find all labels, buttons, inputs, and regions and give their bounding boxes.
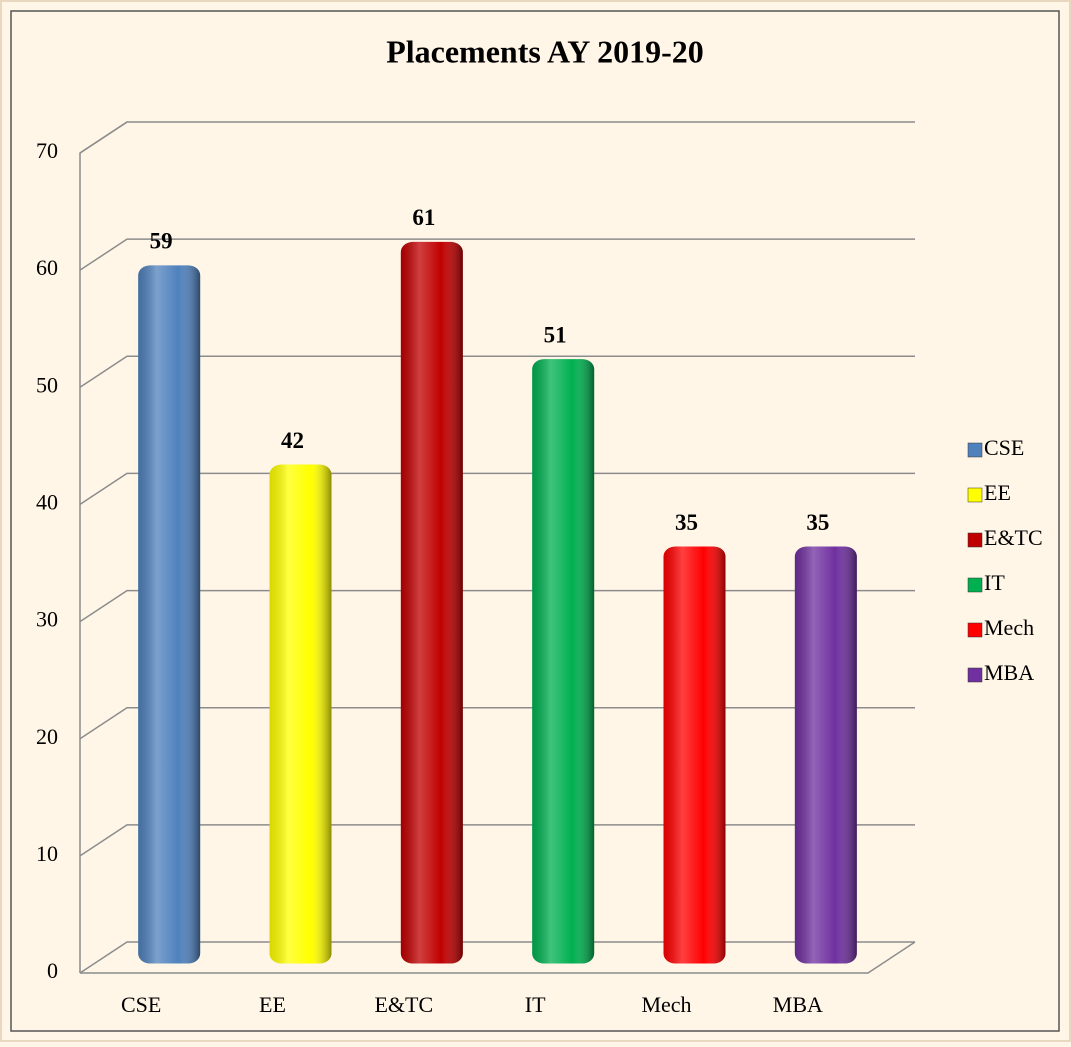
legend-swatch	[967, 442, 983, 458]
floor	[80, 941, 916, 974]
legend-swatch	[967, 622, 983, 638]
bar-shade	[269, 464, 332, 964]
y-tick-label: 50	[36, 372, 58, 397]
data-label: 35	[806, 510, 829, 535]
bar-shade	[663, 546, 726, 964]
x-tick-label: EE	[259, 992, 286, 1017]
data-label: 35	[675, 510, 698, 535]
data-label: 42	[281, 428, 304, 453]
grid-line	[79, 472, 915, 506]
data-label: 59	[150, 229, 173, 254]
y-tick-label: 60	[36, 255, 58, 280]
y-tick-label: 10	[36, 841, 58, 866]
grid-line	[79, 824, 915, 857]
data-label: 51	[544, 322, 567, 347]
legend-swatch	[967, 577, 983, 593]
x-tick-label: IT	[525, 992, 546, 1017]
grid-line	[79, 706, 915, 740]
chart-title: Placements AY 2019-20	[386, 33, 704, 69]
grid-line	[79, 355, 915, 388]
grid-line	[79, 941, 915, 974]
bar-shade	[138, 265, 201, 964]
legend-label: Mech	[984, 615, 1034, 640]
grid-line	[79, 121, 915, 154]
plot-border	[10, 10, 1060, 1032]
legend-label: EE	[984, 480, 1011, 505]
legend-label: IT	[984, 570, 1005, 595]
bar-shade	[400, 241, 463, 964]
x-tick-label: E&TC	[374, 992, 433, 1017]
y-tick-label: 20	[36, 724, 58, 749]
x-tick-label: MBA	[773, 992, 823, 1017]
x-tick-label: Mech	[641, 992, 691, 1017]
y-tick-label: 70	[36, 138, 58, 163]
bar-shade	[532, 359, 595, 964]
legend-label: E&TC	[984, 525, 1043, 550]
grid-line	[79, 238, 915, 271]
legend-swatch	[967, 487, 983, 503]
y-tick-label: 0	[47, 958, 58, 983]
data-label: 61	[412, 205, 435, 230]
y-tick-label: 40	[36, 489, 58, 514]
legend-swatch	[967, 667, 983, 683]
bar-shade	[794, 546, 857, 964]
legend-label: CSE	[984, 435, 1024, 460]
legend-label: MBA	[984, 660, 1034, 685]
grid-line	[79, 589, 915, 623]
legend-swatch	[967, 532, 983, 548]
x-tick-label: CSE	[121, 992, 161, 1017]
y-tick-label: 30	[36, 607, 58, 632]
